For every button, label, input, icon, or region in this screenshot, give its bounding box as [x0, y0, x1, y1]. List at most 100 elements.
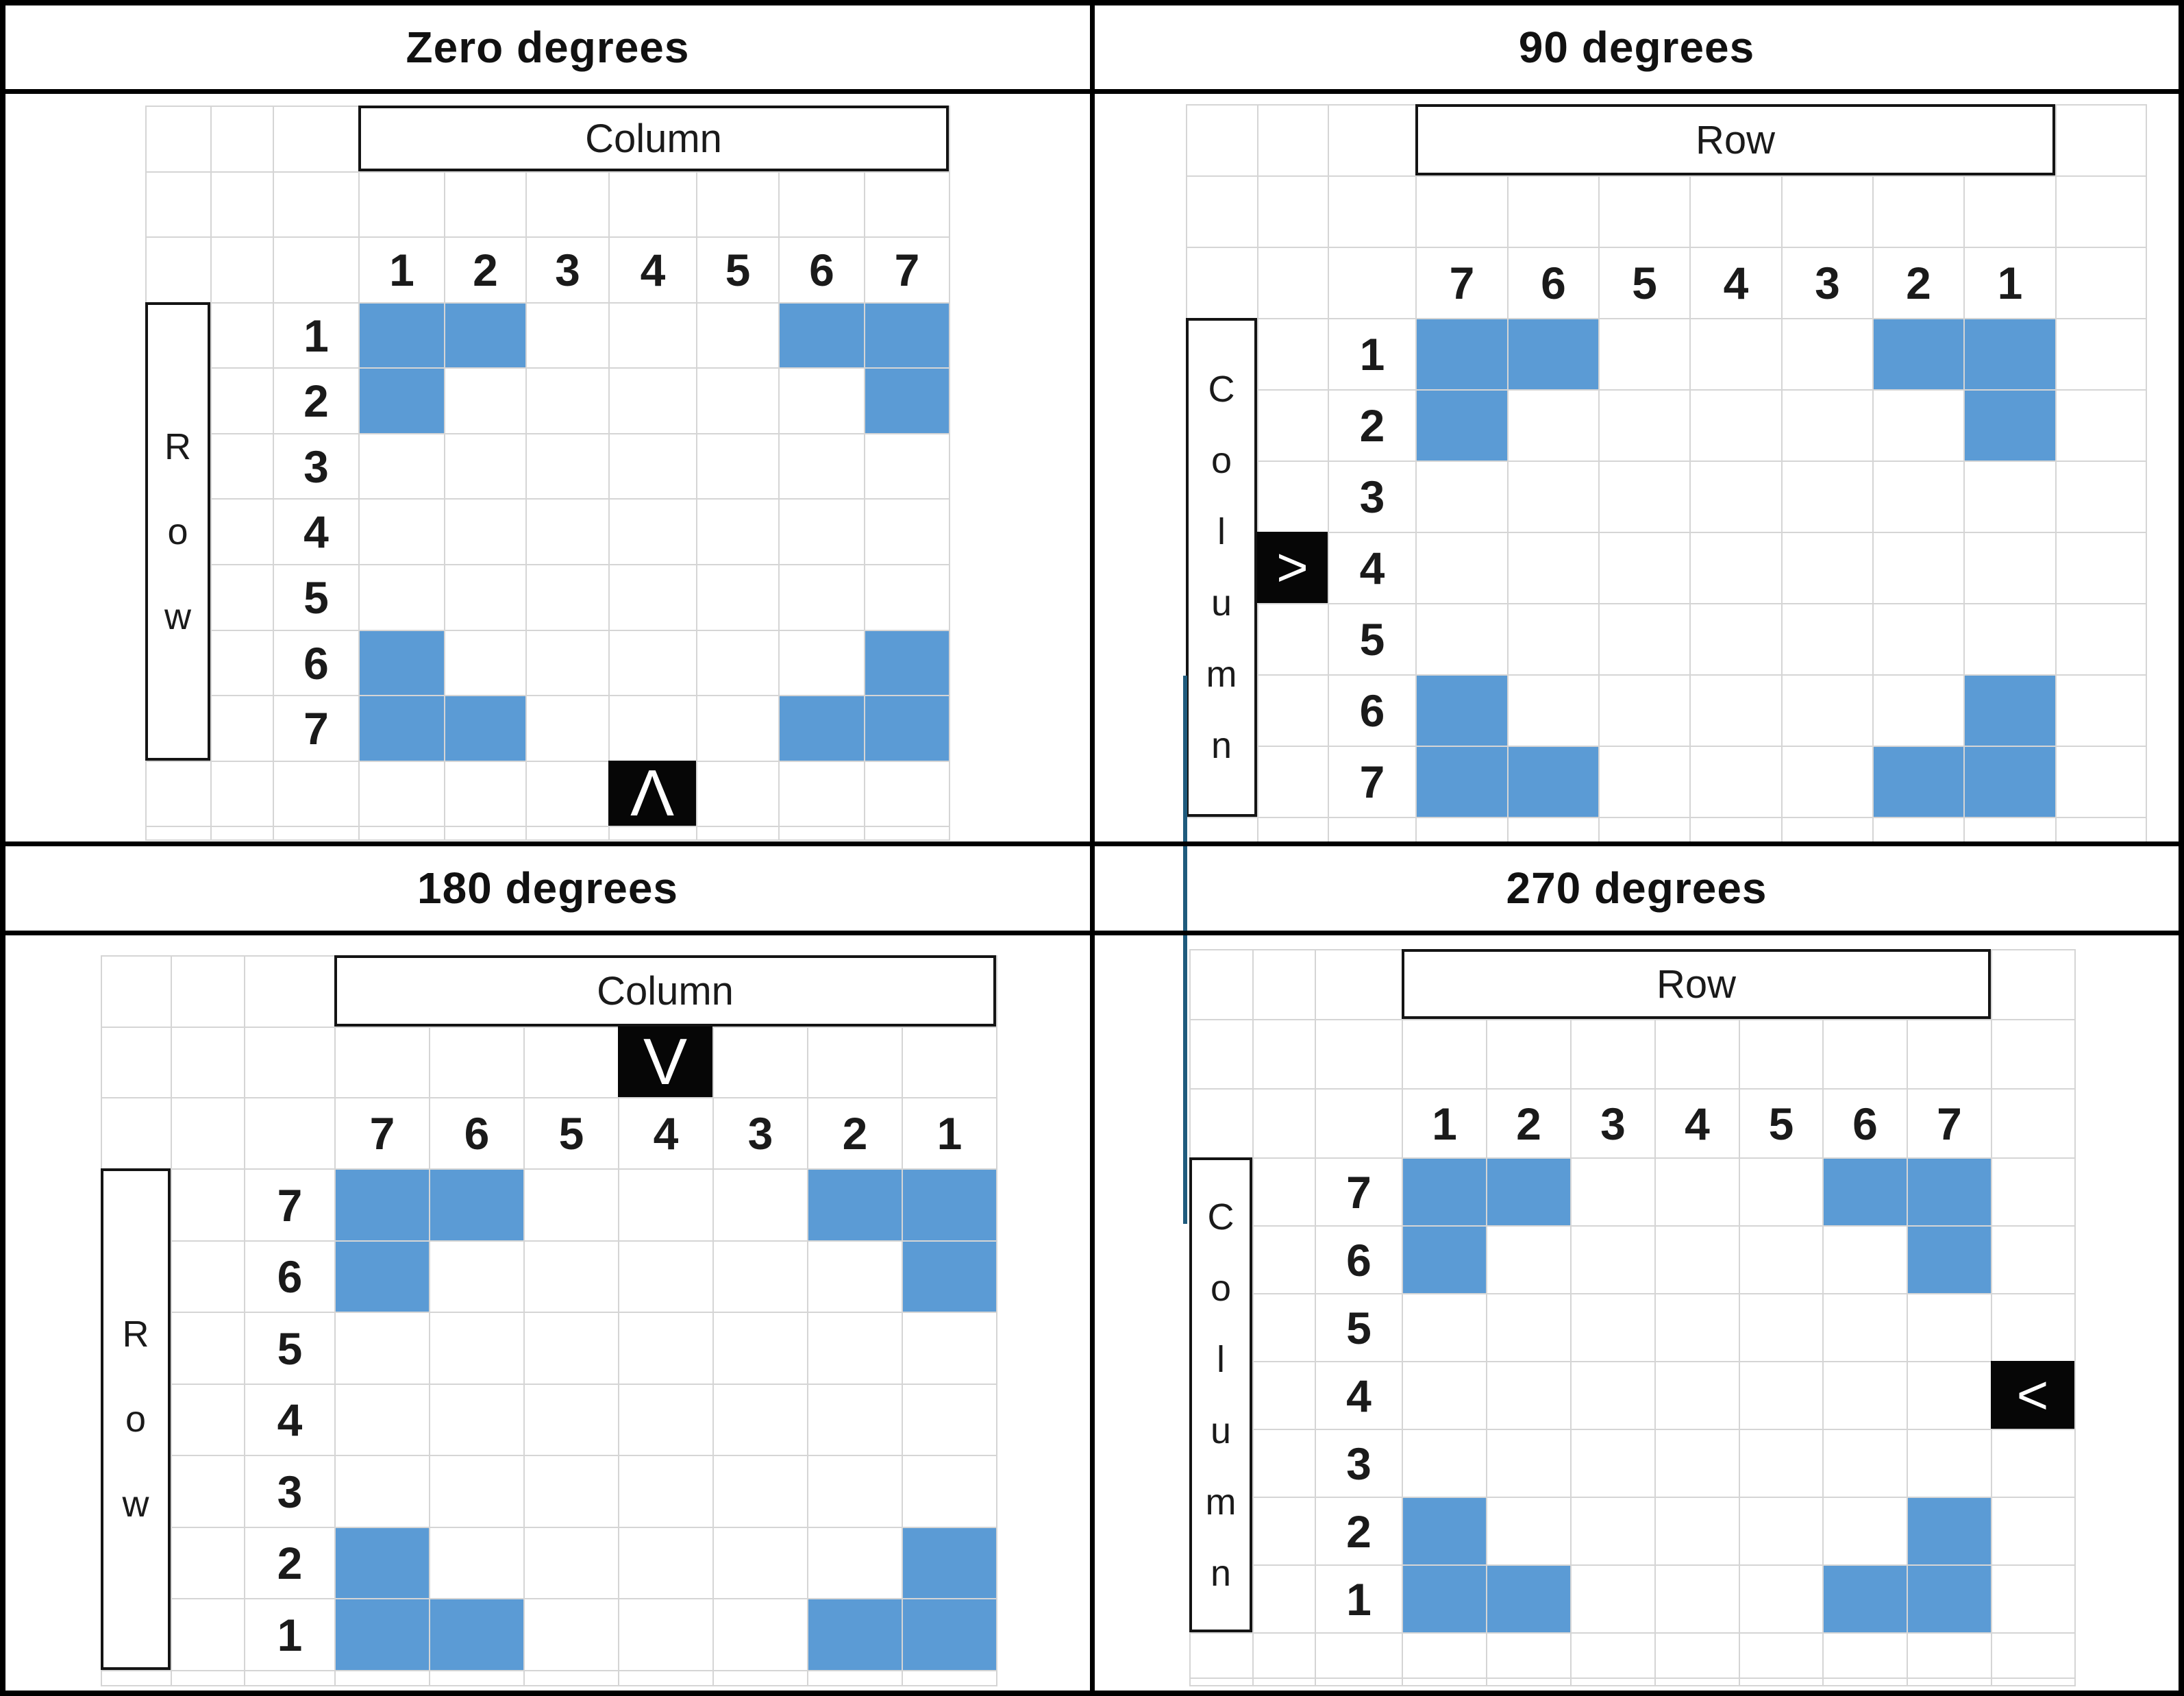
- row-number-label: 6: [1329, 676, 1417, 747]
- sheet-cell: [1572, 1362, 1656, 1430]
- sheet-cell: [274, 107, 360, 173]
- sheet-cell: [610, 631, 697, 696]
- sheet-cell: [1509, 462, 1600, 533]
- sheet-cell: [2057, 676, 2147, 747]
- sheet-cell: [1316, 950, 1403, 1020]
- sheet-cell: [2057, 818, 2147, 844]
- row-number-label: 2: [274, 369, 360, 434]
- sheet-cell: [445, 762, 527, 827]
- row-number-label: 1: [245, 1599, 336, 1671]
- sheet-cell: [430, 1528, 525, 1599]
- sheet-cell: [147, 173, 212, 238]
- sheet-cell: [1783, 604, 1874, 676]
- sheet-cell: [147, 762, 212, 827]
- sheet-cell: [1403, 1679, 1487, 1686]
- sheet-cell: [1254, 1090, 1316, 1159]
- sheet-cell: [1187, 818, 1258, 844]
- sheet-cell: [780, 173, 865, 238]
- sheet-cell: [172, 1671, 245, 1686]
- sheet-cell: [1487, 1227, 1572, 1294]
- sheet-cell: [1824, 1679, 1908, 1686]
- sheet-cell: [1600, 533, 1691, 604]
- sheet-cell: [1740, 1430, 1824, 1498]
- row-number-label: 5: [274, 565, 360, 631]
- sheet-cell: [360, 173, 445, 238]
- sheet-cell: [2057, 177, 2147, 248]
- sheet-cell: [1992, 1498, 2076, 1566]
- column-number-label: 1: [903, 1098, 997, 1170]
- sheet-cell: [1600, 319, 1691, 391]
- row-number-label: 1: [1316, 1566, 1403, 1634]
- pattern-cell-blue: [1487, 1566, 1572, 1634]
- sheet-cell: [610, 304, 697, 369]
- row-number-label: 5: [1316, 1294, 1403, 1362]
- pattern-cell-blue: [903, 1242, 997, 1313]
- sheet-cell: [1656, 1566, 1740, 1634]
- sheet-cell: [1965, 533, 2057, 604]
- sheet-cell: [527, 827, 610, 841]
- sheet-cell: [1656, 1227, 1740, 1294]
- column-number-label: 6: [430, 1098, 525, 1170]
- sheet-cell: [1258, 248, 1329, 319]
- column-number-label: 2: [1874, 248, 1965, 319]
- sheet-cell: [1487, 1498, 1572, 1566]
- sheet-cell: [1487, 1430, 1572, 1498]
- sheet-cell: [619, 1671, 714, 1686]
- sheet-cell: [1509, 818, 1600, 844]
- sheet-cell: [336, 1313, 430, 1385]
- sheet-cell: [336, 1028, 430, 1098]
- side-header-letter: n: [1211, 725, 1232, 766]
- sheet-cell: [245, 1671, 336, 1686]
- side-header-letter: o: [1211, 440, 1232, 481]
- sheet-cell: [1992, 1090, 2076, 1159]
- sheet-cell: [172, 1528, 245, 1599]
- sheet-cell: [619, 1313, 714, 1385]
- sheet-cell: [445, 827, 527, 841]
- sheet-cell: [1487, 1634, 1572, 1679]
- sheet-cell: [1908, 1679, 1992, 1686]
- side-header-letter: C: [1207, 1196, 1234, 1238]
- sheet-cell: [212, 827, 274, 841]
- pattern-cell-blue: [865, 369, 950, 434]
- sheet-cell: [1600, 676, 1691, 747]
- side-header-letter: o: [167, 511, 188, 552]
- pattern-cell-blue: [1908, 1498, 1992, 1566]
- sheet-cell: [527, 304, 610, 369]
- pattern-cell-blue: [1417, 391, 1509, 462]
- pattern-cell-blue: [903, 1170, 997, 1242]
- sheet-cell: [865, 762, 950, 827]
- row-number-label: 4: [1329, 533, 1417, 604]
- sheet-cell: [1874, 391, 1965, 462]
- sheet-cell: [1417, 818, 1509, 844]
- sheet-cell: [360, 565, 445, 631]
- side-header-letter: m: [1206, 654, 1237, 695]
- sheet-cell: [610, 565, 697, 631]
- sheet-cell: [1965, 604, 2057, 676]
- sheet-cell: [1191, 1679, 1254, 1686]
- pattern-cell-blue: [360, 696, 445, 762]
- sheet-cell: [1656, 1020, 1740, 1090]
- sheet-cell: [903, 1385, 997, 1456]
- pattern-cell-blue: [1417, 319, 1509, 391]
- sheet-cell: [1258, 818, 1329, 844]
- panel-title-180-degrees: 180 degrees: [417, 863, 679, 913]
- column-number-label: 2: [1487, 1090, 1572, 1159]
- pattern-cell-blue: [1908, 1227, 1992, 1294]
- sheet-cell: [808, 1385, 903, 1456]
- sheet-cell: [714, 1028, 808, 1098]
- pattern-cell-blue: [1417, 747, 1509, 818]
- sheet-cell: [1572, 1498, 1656, 1566]
- row-number-label: 3: [1316, 1430, 1403, 1498]
- sheet-cell: [1874, 462, 1965, 533]
- pattern-cell-blue: [1487, 1159, 1572, 1227]
- sheet-cell: [1600, 177, 1691, 248]
- sheet-cell: [1783, 391, 1874, 462]
- sheet-cell: [147, 107, 212, 173]
- row-number-label: 3: [245, 1456, 336, 1528]
- sheet-cell: [2057, 391, 2147, 462]
- row-number-label: 5: [245, 1313, 336, 1385]
- sheet-cell: [430, 1671, 525, 1686]
- sheet-cell: [212, 762, 274, 827]
- sheet-cell: [172, 1313, 245, 1385]
- panel-title-90-degrees: 90 degrees: [1518, 23, 1755, 72]
